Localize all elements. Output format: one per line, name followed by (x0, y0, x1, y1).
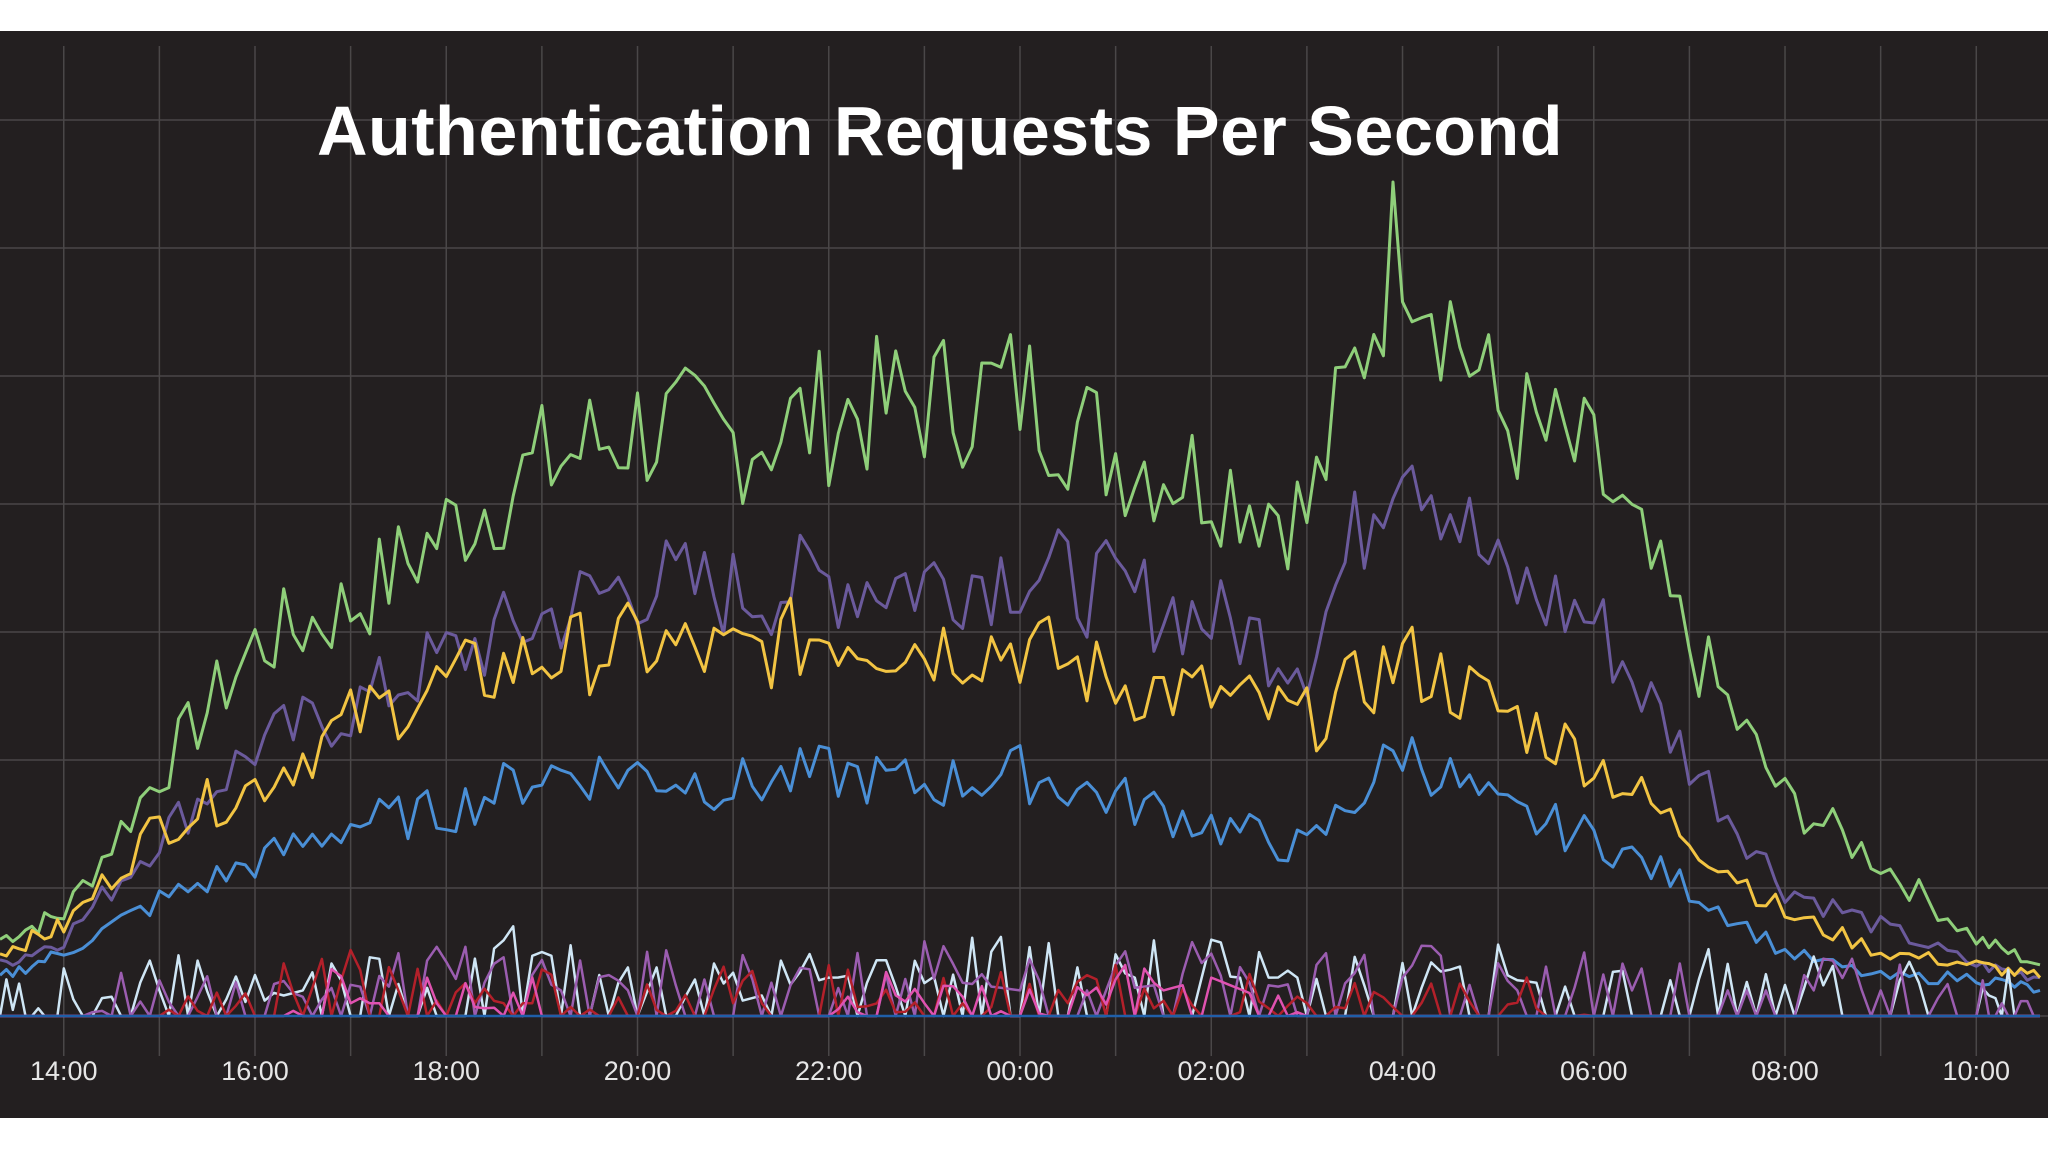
x-tick-label: 06:00 (1560, 1056, 1628, 1086)
series-lines (0, 180, 2042, 1018)
line-chart: 14:00 16:00 18:00 20:00 22:00 00:00 02:00 04:00… (0, 46, 2048, 1086)
x-tick-label: 14:00 (30, 1056, 98, 1086)
x-tick-label: 18:00 (412, 1056, 480, 1086)
series-line-3 (0, 596, 2042, 979)
x-tick-label: 16:00 (221, 1056, 289, 1086)
x-tick-label: 00:00 (986, 1056, 1054, 1086)
x-tick-label: 22:00 (795, 1056, 863, 1086)
x-axis-ticks: 14:00 16:00 18:00 20:00 22:00 00:00 02:00 04:00… (30, 1056, 2010, 1086)
x-tick-label: 10:00 (1942, 1056, 2010, 1086)
series-line-2 (0, 464, 2041, 982)
x-tick-label: 08:00 (1751, 1056, 1819, 1086)
x-tick-label: 04:00 (1369, 1056, 1437, 1086)
grid (0, 46, 2048, 1056)
chart-title: Authentication Requests Per Second (316, 92, 1564, 170)
series-line-1 (0, 180, 2041, 967)
series-line-6 (0, 940, 2040, 1018)
x-tick-label: 02:00 (1177, 1056, 1245, 1086)
chart-area: 14:00 16:00 18:00 20:00 22:00 00:00 02:00 04:00… (0, 31, 2048, 1118)
series-line-4 (0, 736, 2041, 994)
x-tick-label: 20:00 (604, 1056, 672, 1086)
